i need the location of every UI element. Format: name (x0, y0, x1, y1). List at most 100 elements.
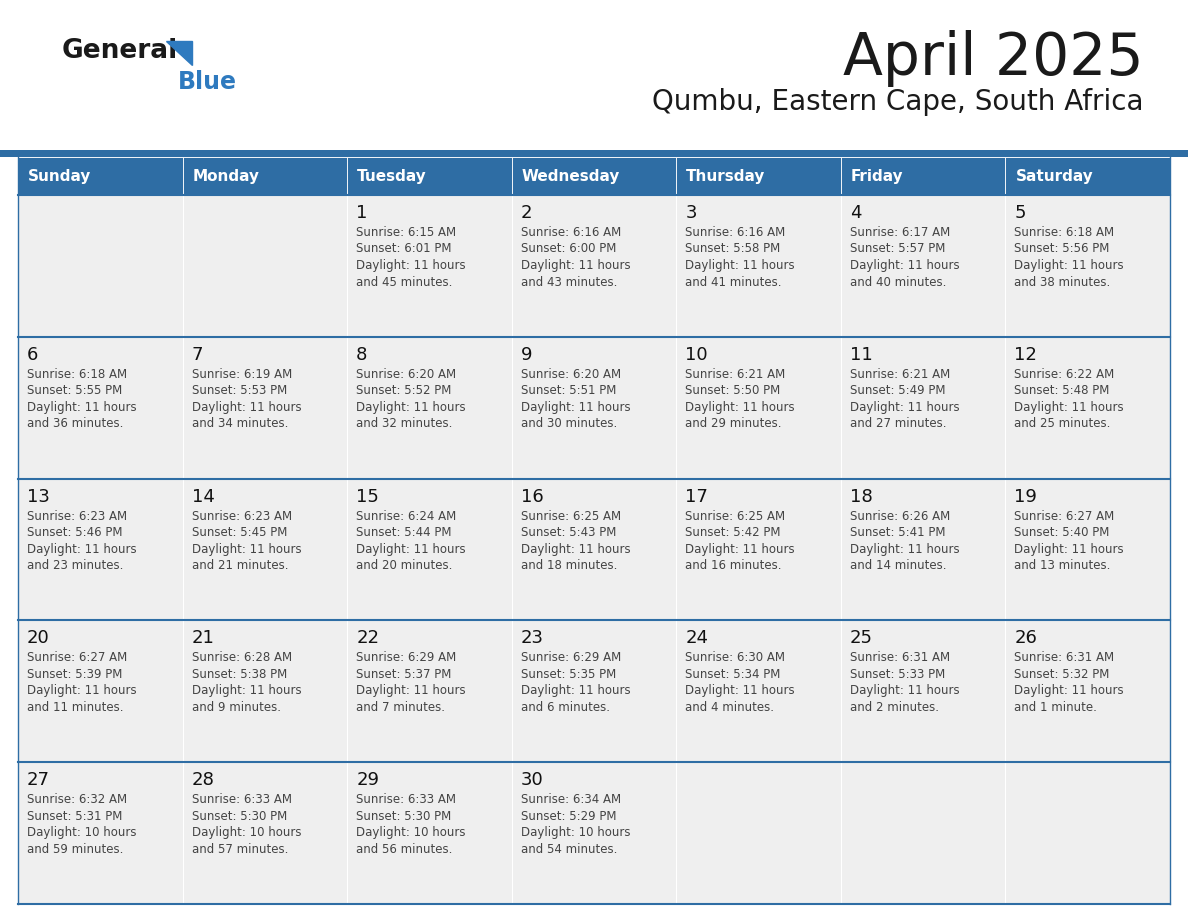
Text: Sunrise: 6:32 AM: Sunrise: 6:32 AM (27, 793, 127, 806)
Bar (183, 195, 347, 337)
Text: and 7 minutes.: and 7 minutes. (356, 701, 446, 714)
Text: 8: 8 (356, 346, 367, 364)
Bar (841, 762, 1005, 904)
Text: Sunrise: 6:31 AM: Sunrise: 6:31 AM (1015, 652, 1114, 665)
Text: 11: 11 (849, 346, 873, 364)
Text: 20: 20 (27, 630, 50, 647)
Text: and 11 minutes.: and 11 minutes. (27, 701, 124, 714)
Text: Daylight: 11 hours: Daylight: 11 hours (520, 259, 631, 272)
Bar (183, 157, 347, 195)
Text: 10: 10 (685, 346, 708, 364)
Text: Daylight: 11 hours: Daylight: 11 hours (27, 543, 137, 555)
Bar (512, 157, 676, 195)
Text: Saturday: Saturday (1016, 169, 1093, 184)
Text: Daylight: 11 hours: Daylight: 11 hours (191, 543, 302, 555)
Text: Sunrise: 6:30 AM: Sunrise: 6:30 AM (685, 652, 785, 665)
Text: Sunrise: 6:34 AM: Sunrise: 6:34 AM (520, 793, 621, 806)
Text: April 2025: April 2025 (843, 30, 1144, 87)
Text: Sunset: 5:29 PM: Sunset: 5:29 PM (520, 810, 617, 823)
Text: Daylight: 11 hours: Daylight: 11 hours (849, 685, 960, 698)
Text: Sunrise: 6:21 AM: Sunrise: 6:21 AM (685, 368, 785, 381)
Text: and 14 minutes.: and 14 minutes. (849, 559, 947, 572)
Text: 24: 24 (685, 630, 708, 647)
Text: Sunset: 5:35 PM: Sunset: 5:35 PM (520, 668, 615, 681)
Text: 2: 2 (520, 204, 532, 222)
Text: Sunset: 5:31 PM: Sunset: 5:31 PM (27, 810, 122, 823)
Text: and 23 minutes.: and 23 minutes. (27, 559, 124, 572)
Text: Qumbu, Eastern Cape, South Africa: Qumbu, Eastern Cape, South Africa (652, 88, 1144, 116)
Text: Sunrise: 6:15 AM: Sunrise: 6:15 AM (356, 226, 456, 239)
Text: Tuesday: Tuesday (358, 169, 426, 184)
Text: Sunrise: 6:17 AM: Sunrise: 6:17 AM (849, 226, 950, 239)
Text: Sunset: 5:37 PM: Sunset: 5:37 PM (356, 668, 451, 681)
Text: Sunset: 5:50 PM: Sunset: 5:50 PM (685, 385, 781, 397)
Text: Daylight: 11 hours: Daylight: 11 hours (520, 685, 631, 698)
Text: Daylight: 11 hours: Daylight: 11 hours (685, 401, 795, 414)
Text: 1: 1 (356, 204, 367, 222)
Bar (512, 478, 676, 621)
Bar (347, 478, 512, 621)
Text: Daylight: 10 hours: Daylight: 10 hours (27, 826, 137, 839)
Text: 23: 23 (520, 630, 544, 647)
Bar (1005, 195, 1170, 337)
Text: Sunset: 5:56 PM: Sunset: 5:56 PM (1015, 242, 1110, 255)
Text: and 43 minutes.: and 43 minutes. (520, 275, 617, 288)
Text: Sunrise: 6:27 AM: Sunrise: 6:27 AM (1015, 509, 1114, 522)
Bar (347, 337, 512, 478)
Text: Sunrise: 6:19 AM: Sunrise: 6:19 AM (191, 368, 292, 381)
Text: 30: 30 (520, 771, 543, 789)
Text: and 20 minutes.: and 20 minutes. (356, 559, 453, 572)
Text: and 27 minutes.: and 27 minutes. (849, 418, 947, 431)
Text: Daylight: 10 hours: Daylight: 10 hours (191, 826, 301, 839)
Text: Daylight: 11 hours: Daylight: 11 hours (191, 401, 302, 414)
Bar (18, 337, 183, 478)
Text: Sunset: 5:38 PM: Sunset: 5:38 PM (191, 668, 286, 681)
Bar (18, 621, 183, 762)
Bar (676, 337, 841, 478)
Text: and 56 minutes.: and 56 minutes. (356, 843, 453, 856)
Text: Daylight: 11 hours: Daylight: 11 hours (1015, 259, 1124, 272)
Text: Sunset: 5:52 PM: Sunset: 5:52 PM (356, 385, 451, 397)
Bar (347, 762, 512, 904)
Text: and 2 minutes.: and 2 minutes. (849, 701, 939, 714)
Text: Sunrise: 6:27 AM: Sunrise: 6:27 AM (27, 652, 127, 665)
Text: Sunrise: 6:29 AM: Sunrise: 6:29 AM (520, 652, 621, 665)
Text: Sunset: 5:49 PM: Sunset: 5:49 PM (849, 385, 946, 397)
Bar (512, 337, 676, 478)
Text: and 54 minutes.: and 54 minutes. (520, 843, 617, 856)
Text: 27: 27 (27, 771, 50, 789)
Text: Sunrise: 6:29 AM: Sunrise: 6:29 AM (356, 652, 456, 665)
Text: and 21 minutes.: and 21 minutes. (191, 559, 287, 572)
Text: Sunrise: 6:33 AM: Sunrise: 6:33 AM (191, 793, 291, 806)
Bar (512, 762, 676, 904)
Text: Sunset: 5:45 PM: Sunset: 5:45 PM (191, 526, 287, 539)
Bar (18, 762, 183, 904)
Text: 13: 13 (27, 487, 50, 506)
Text: 28: 28 (191, 771, 215, 789)
Text: Daylight: 11 hours: Daylight: 11 hours (1015, 685, 1124, 698)
Text: Sunset: 5:39 PM: Sunset: 5:39 PM (27, 668, 122, 681)
Bar (1005, 478, 1170, 621)
Text: Sunrise: 6:22 AM: Sunrise: 6:22 AM (1015, 368, 1114, 381)
Text: Sunset: 5:33 PM: Sunset: 5:33 PM (849, 668, 946, 681)
Text: Daylight: 11 hours: Daylight: 11 hours (685, 685, 795, 698)
Text: Daylight: 10 hours: Daylight: 10 hours (356, 826, 466, 839)
Bar (512, 621, 676, 762)
Bar (841, 195, 1005, 337)
Bar (676, 762, 841, 904)
Bar (18, 157, 183, 195)
Bar (1005, 337, 1170, 478)
Text: 16: 16 (520, 487, 543, 506)
Text: Sunset: 5:30 PM: Sunset: 5:30 PM (191, 810, 286, 823)
Text: Daylight: 11 hours: Daylight: 11 hours (191, 685, 302, 698)
Text: Friday: Friday (851, 169, 904, 184)
Bar (1005, 157, 1170, 195)
Text: Sunset: 5:34 PM: Sunset: 5:34 PM (685, 668, 781, 681)
Bar (841, 621, 1005, 762)
Text: General: General (62, 38, 178, 64)
Text: Monday: Monday (192, 169, 259, 184)
Text: Sunrise: 6:24 AM: Sunrise: 6:24 AM (356, 509, 456, 522)
Bar (676, 621, 841, 762)
Text: 22: 22 (356, 630, 379, 647)
Text: Sunrise: 6:20 AM: Sunrise: 6:20 AM (520, 368, 621, 381)
